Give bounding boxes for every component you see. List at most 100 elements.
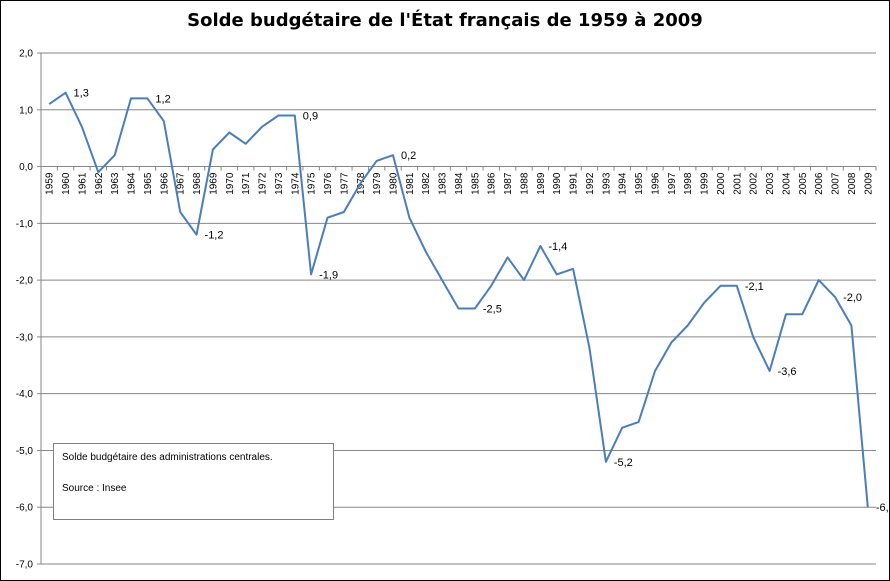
y-tick-label: -1,0 — [16, 219, 34, 230]
data-point — [196, 234, 198, 236]
x-tick-label: 1973 — [274, 172, 285, 195]
x-tick-label: 1981 — [405, 172, 416, 195]
x-tick-label: 1976 — [323, 172, 334, 195]
x-tick-label: 1968 — [192, 172, 203, 195]
x-tick-label: 1966 — [159, 172, 170, 195]
data-point — [621, 427, 623, 429]
data-point — [163, 120, 165, 122]
data-point — [130, 97, 132, 99]
data-label: 0,9 — [303, 110, 318, 122]
y-tick-label: -2,0 — [16, 276, 34, 287]
data-point — [474, 308, 476, 310]
data-point — [376, 160, 378, 162]
data-point — [818, 279, 820, 281]
data-point — [65, 92, 67, 94]
data-point — [310, 273, 312, 275]
data-point — [523, 279, 525, 281]
data-point — [179, 211, 181, 213]
x-tick-label: 2001 — [732, 172, 743, 195]
data-point — [539, 245, 541, 247]
data-point — [752, 336, 754, 338]
data-point — [359, 183, 361, 185]
data-point — [769, 370, 771, 372]
x-tick-label: 1960 — [61, 172, 72, 195]
x-tick-label: 1959 — [45, 172, 56, 195]
data-point — [228, 131, 230, 133]
x-tick-label: 1992 — [585, 172, 596, 195]
data-label: 1,3 — [74, 88, 89, 100]
x-tick-label: 1986 — [487, 172, 498, 195]
x-tick-label: 1977 — [339, 172, 350, 195]
x-tick-label: 1991 — [569, 172, 580, 195]
data-point — [638, 421, 640, 423]
data-point — [261, 126, 263, 128]
x-tick-label: 1979 — [372, 172, 383, 195]
data-point — [458, 308, 460, 310]
data-label: -2,0 — [843, 292, 862, 304]
y-tick-label: 0,0 — [19, 162, 33, 173]
x-tick-label: 1982 — [421, 172, 432, 195]
data-point — [245, 143, 247, 145]
chart-title: Solde budgétaire de l'État français de 1… — [187, 10, 703, 31]
data-point — [441, 279, 443, 281]
data-point — [687, 325, 689, 327]
x-tick-label: 1965 — [143, 172, 154, 195]
x-tick-label: 2005 — [798, 172, 809, 195]
data-line — [48, 91, 869, 508]
data-point — [605, 461, 607, 463]
x-tick-label: 2000 — [716, 172, 727, 195]
x-tick-label: 1987 — [503, 172, 514, 195]
data-point — [785, 313, 787, 315]
data-point — [867, 506, 869, 508]
data-point — [48, 103, 50, 105]
data-label: 1,2 — [155, 93, 170, 105]
x-tick-label: 1980 — [389, 172, 400, 195]
x-tick-label: 1972 — [258, 172, 269, 195]
data-point — [572, 268, 574, 270]
x-tick-label: 1989 — [536, 172, 547, 195]
data-point — [408, 217, 410, 219]
data-label: -1,4 — [548, 241, 567, 253]
x-tick-label: 2006 — [814, 172, 825, 195]
x-tick-label: 1971 — [241, 172, 252, 195]
data-label: -2,5 — [483, 304, 502, 316]
data-point — [294, 114, 296, 116]
data-point — [343, 211, 345, 213]
data-point — [719, 285, 721, 287]
data-point — [670, 342, 672, 344]
y-tick-label: -7,0 — [16, 560, 34, 571]
x-tick-label: 2009 — [863, 172, 874, 195]
x-tick-label: 1997 — [667, 172, 678, 195]
y-tick-label: 1,0 — [19, 105, 33, 116]
x-tick-label: 2002 — [749, 172, 760, 195]
x-tick-label: 1988 — [519, 172, 530, 195]
data-point — [556, 273, 558, 275]
data-label: -5,2 — [614, 457, 633, 469]
x-tick-label: 1993 — [601, 172, 612, 195]
x-tick-label: 1996 — [650, 172, 661, 195]
x-tick-label: 1990 — [552, 172, 563, 195]
data-point — [703, 302, 705, 304]
x-tick-label: 1994 — [618, 172, 629, 195]
data-label: 0,2 — [401, 150, 416, 162]
data-point — [146, 97, 148, 99]
x-tick-label: 2008 — [847, 172, 858, 195]
data-point — [97, 171, 99, 173]
x-tick-label: 2003 — [765, 172, 776, 195]
x-tick-label: 1983 — [438, 172, 449, 195]
x-tick-label: 2007 — [831, 172, 842, 195]
x-tick-label: 1961 — [77, 172, 88, 195]
data-point — [212, 149, 214, 151]
x-tick-label: 1967 — [176, 172, 187, 195]
data-label: -2,1 — [745, 281, 764, 293]
x-tick-label: 1998 — [683, 172, 694, 195]
y-tick-label: -6,0 — [16, 503, 34, 514]
data-point — [654, 370, 656, 372]
x-tick-label: 1962 — [94, 172, 105, 195]
data-point — [850, 325, 852, 327]
y-tick-label: -4,0 — [16, 389, 34, 400]
x-tick-label: 1974 — [290, 172, 301, 195]
data-point — [81, 126, 83, 128]
data-label: -6,0 — [876, 502, 890, 514]
